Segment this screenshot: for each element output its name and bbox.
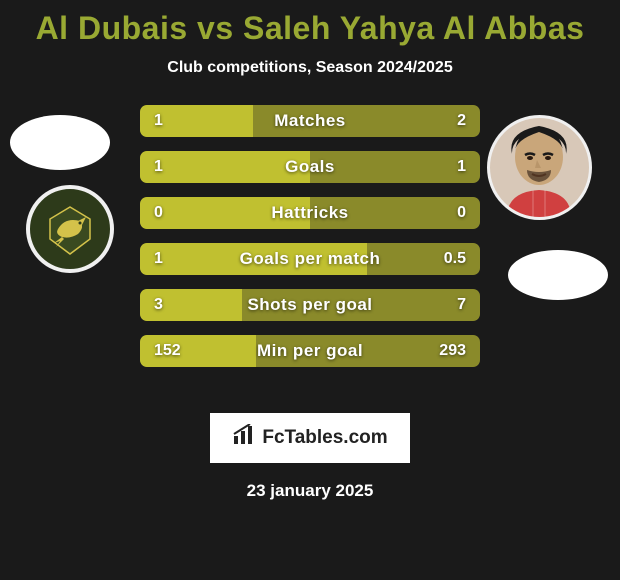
stat-bar-row: 0Hattricks0 xyxy=(140,197,480,229)
stat-bar-row: 152Min per goal293 xyxy=(140,335,480,367)
right-player-placeholder-ellipse xyxy=(508,250,608,300)
right-player-avatar xyxy=(487,115,592,220)
stat-name: Goals per match xyxy=(140,249,480,269)
stat-bar-label-wrap: 3Shots per goal7 xyxy=(140,289,480,321)
stat-bar-row: 1Matches2 xyxy=(140,105,480,137)
stat-bar-label-wrap: 1Goals per match0.5 xyxy=(140,243,480,275)
stat-bars: 1Matches2 1Goals1 0Hattricks0 1Goals per ma… xyxy=(140,105,480,381)
stat-name: Matches xyxy=(140,111,480,131)
left-club-crest xyxy=(26,185,114,273)
page-title: Al Dubais vs Saleh Yahya Al Abbas xyxy=(0,0,620,47)
brand-badge: FcTables.com xyxy=(210,413,410,463)
stat-bar-label-wrap: 1Matches2 xyxy=(140,105,480,137)
stat-bar-row: 1Goals per match0.5 xyxy=(140,243,480,275)
stat-bar-row: 3Shots per goal7 xyxy=(140,289,480,321)
stat-bar-label-wrap: 0Hattricks0 xyxy=(140,197,480,229)
person-silhouette-icon xyxy=(497,122,582,217)
stat-bar-label-wrap: 1Goals1 xyxy=(140,151,480,183)
stat-name: Min per goal xyxy=(140,341,480,361)
stat-name: Goals xyxy=(140,157,480,177)
chart-icon xyxy=(232,424,256,452)
stat-bar-label-wrap: 152Min per goal293 xyxy=(140,335,480,367)
left-player-placeholder-ellipse xyxy=(10,115,110,170)
stat-name: Hattricks xyxy=(140,203,480,223)
subtitle: Club competitions, Season 2024/2025 xyxy=(0,59,620,77)
brand-text: FcTables.com xyxy=(262,427,387,449)
stat-bar-row: 1Goals1 xyxy=(140,151,480,183)
footer-date: 23 january 2025 xyxy=(0,481,620,501)
crest-bird-icon xyxy=(40,199,100,259)
comparison-area: 1Matches2 1Goals1 0Hattricks0 1Goals per ma… xyxy=(0,105,620,395)
stat-name: Shots per goal xyxy=(140,295,480,315)
